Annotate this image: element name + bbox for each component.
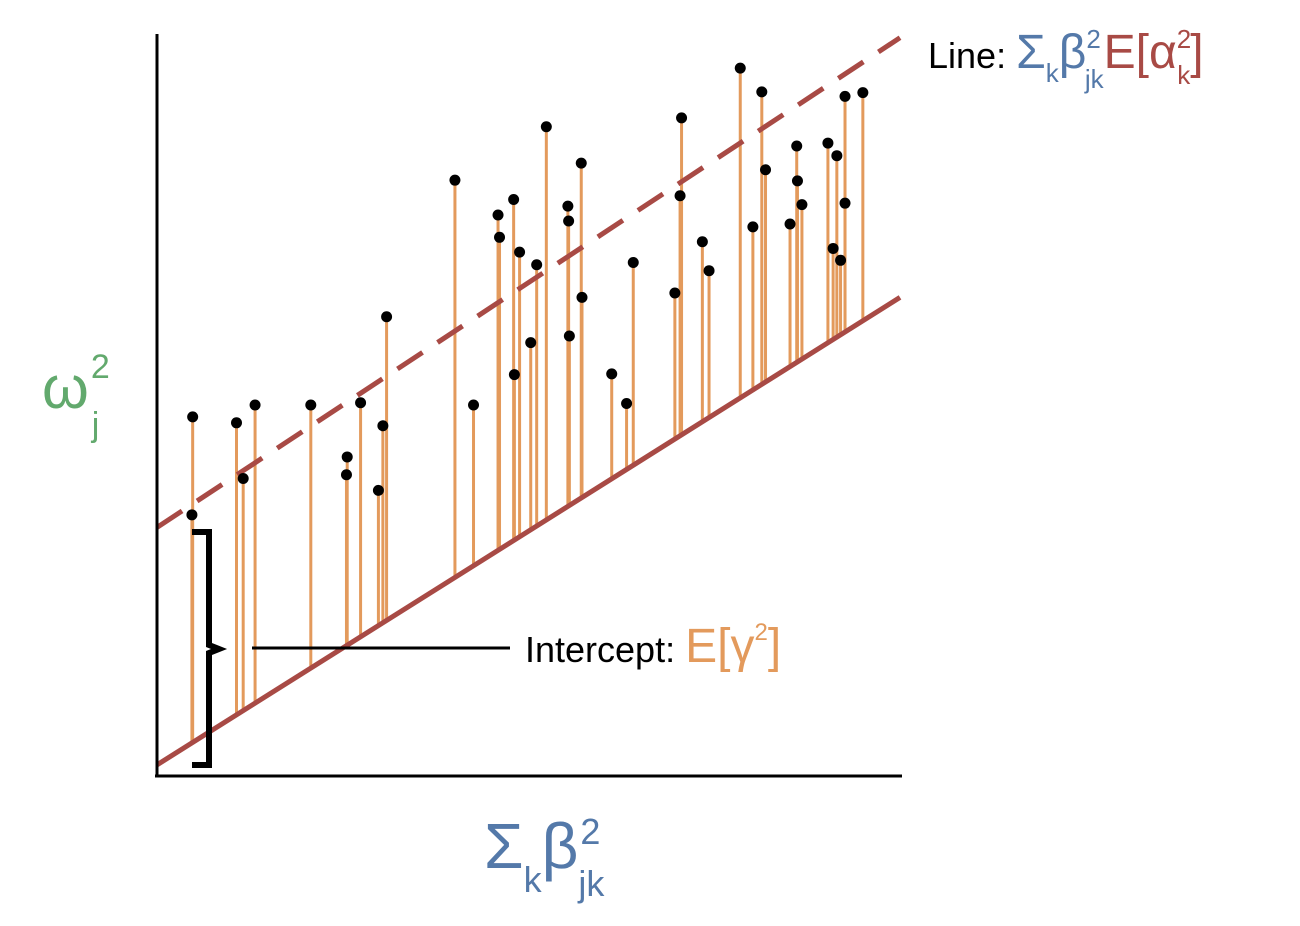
- intercept-bracket: [192, 529, 228, 768]
- data-point: [839, 197, 851, 209]
- data-point: [305, 399, 317, 411]
- data-point: [372, 484, 384, 496]
- data-point: [492, 209, 504, 221]
- y-axis-label: ω2 j: [42, 348, 110, 444]
- data-point: [676, 112, 688, 124]
- data-point: [494, 231, 506, 243]
- data-point: [341, 451, 353, 463]
- data-point: [857, 87, 869, 99]
- data-point: [340, 469, 352, 481]
- data-point: [187, 411, 199, 423]
- data-point: [674, 190, 686, 202]
- data-point: [377, 420, 389, 432]
- data-point: [563, 330, 575, 342]
- dashed-expected-line: [155, 35, 902, 530]
- data-point: [796, 199, 808, 211]
- data-point: [525, 337, 537, 349]
- data-point: [669, 287, 681, 299]
- points-group: [186, 62, 869, 521]
- data-point: [576, 291, 588, 303]
- data-point: [822, 137, 834, 149]
- data-point: [355, 397, 367, 409]
- intercept-annotation: Intercept: E[γ2]: [525, 619, 781, 673]
- data-point: [249, 399, 261, 411]
- data-point: [747, 221, 759, 233]
- data-point: [760, 164, 772, 176]
- data-point: [831, 150, 843, 162]
- data-point: [575, 157, 587, 169]
- data-point: [468, 399, 480, 411]
- data-point: [508, 193, 520, 205]
- data-point: [186, 509, 198, 521]
- data-point: [791, 175, 803, 187]
- data-point: [540, 121, 552, 133]
- data-point: [827, 242, 839, 254]
- stems-group: [190, 68, 865, 743]
- data-point: [508, 369, 520, 381]
- data-point: [835, 254, 847, 266]
- line-annotation: Line: Σkβ2 jkE[α2 k]: [928, 24, 1204, 94]
- data-point: [514, 246, 526, 258]
- solid-regression-line: [155, 295, 902, 767]
- data-point: [839, 90, 851, 102]
- data-point: [606, 368, 618, 380]
- data-point: [237, 472, 249, 484]
- data-point: [531, 259, 543, 271]
- data-point: [231, 417, 243, 429]
- data-point: [696, 236, 708, 248]
- data-point: [627, 257, 639, 269]
- data-point: [381, 311, 393, 323]
- x-axis-label: Σkβ2 jk: [484, 810, 605, 904]
- data-point: [703, 265, 715, 277]
- data-point: [562, 200, 574, 212]
- data-point: [784, 218, 796, 230]
- data-point: [734, 62, 746, 74]
- data-point: [449, 174, 461, 186]
- data-point: [621, 398, 633, 410]
- data-point: [756, 86, 768, 98]
- data-point: [563, 215, 575, 227]
- data-point: [791, 140, 803, 152]
